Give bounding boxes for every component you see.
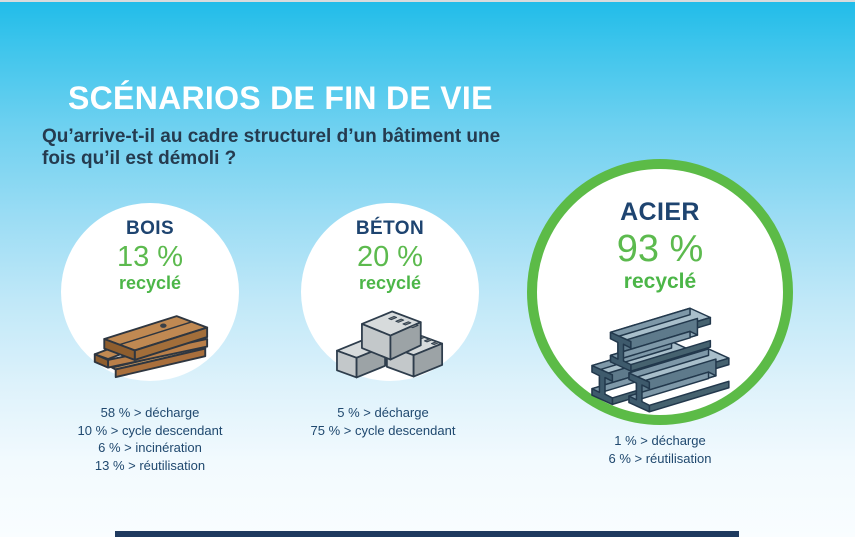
- bottom-page-edge: [115, 531, 739, 537]
- material-card-acier: ACIER 93 % recyclé: [527, 159, 793, 425]
- recycled-label-bois: recyclé: [118, 273, 182, 294]
- concrete-blocks-icon: [336, 310, 444, 379]
- recycled-percent-beton: 20 %: [356, 240, 424, 273]
- stat-line: 6 % > réutilisation: [608, 450, 712, 466]
- subtitle-line-1: Qu’arrive-t-il au cadre structurel d’un …: [42, 126, 501, 147]
- steel-beams-icon: [591, 307, 730, 413]
- stat-line: 58 % > décharge: [100, 405, 200, 420]
- stat-line: 5 % > décharge: [337, 405, 429, 420]
- recycled-percent-bois: 13 %: [116, 240, 184, 273]
- wood-planks-icon: [93, 315, 209, 379]
- page-title: SCÉNARIOS DE FIN DE VIE: [68, 80, 493, 116]
- stat-line: 6 % > incinération: [98, 440, 202, 455]
- page-subtitle: Qu’arrive-t-il au cadre structurel d’un …: [42, 126, 500, 170]
- stats-beton: 5 % > décharge 75 % > cycle descendant: [253, 404, 513, 439]
- recycled-percent-acier: 93 %: [616, 227, 704, 270]
- material-name-acier: ACIER: [620, 198, 700, 226]
- stat-line: 10 % > cycle descendant: [77, 422, 223, 438]
- material-name-bois: BOIS: [125, 218, 175, 239]
- stat-line: 75 % > cycle descendant: [310, 422, 456, 438]
- material-card-beton: BÉTON 20 % recyclé: [301, 203, 479, 381]
- subtitle-line-2: fois qu’il est démoli ?: [42, 148, 237, 169]
- stats-acier: 1 % > décharge 6 % > réutilisation: [530, 432, 790, 467]
- top-border-line: [0, 0, 855, 2]
- recycled-label-acier: recyclé: [623, 270, 697, 294]
- material-card-bois: BOIS 13 % recyclé: [61, 203, 239, 381]
- recycled-label-beton: recyclé: [358, 273, 422, 294]
- material-name-beton: BÉTON: [355, 218, 425, 239]
- stats-bois: 58 % > décharge 10 % > cycle descendant …: [20, 404, 280, 474]
- stat-line: 13 % > réutilisation: [94, 457, 206, 473]
- stat-line: 1 % > décharge: [614, 433, 706, 448]
